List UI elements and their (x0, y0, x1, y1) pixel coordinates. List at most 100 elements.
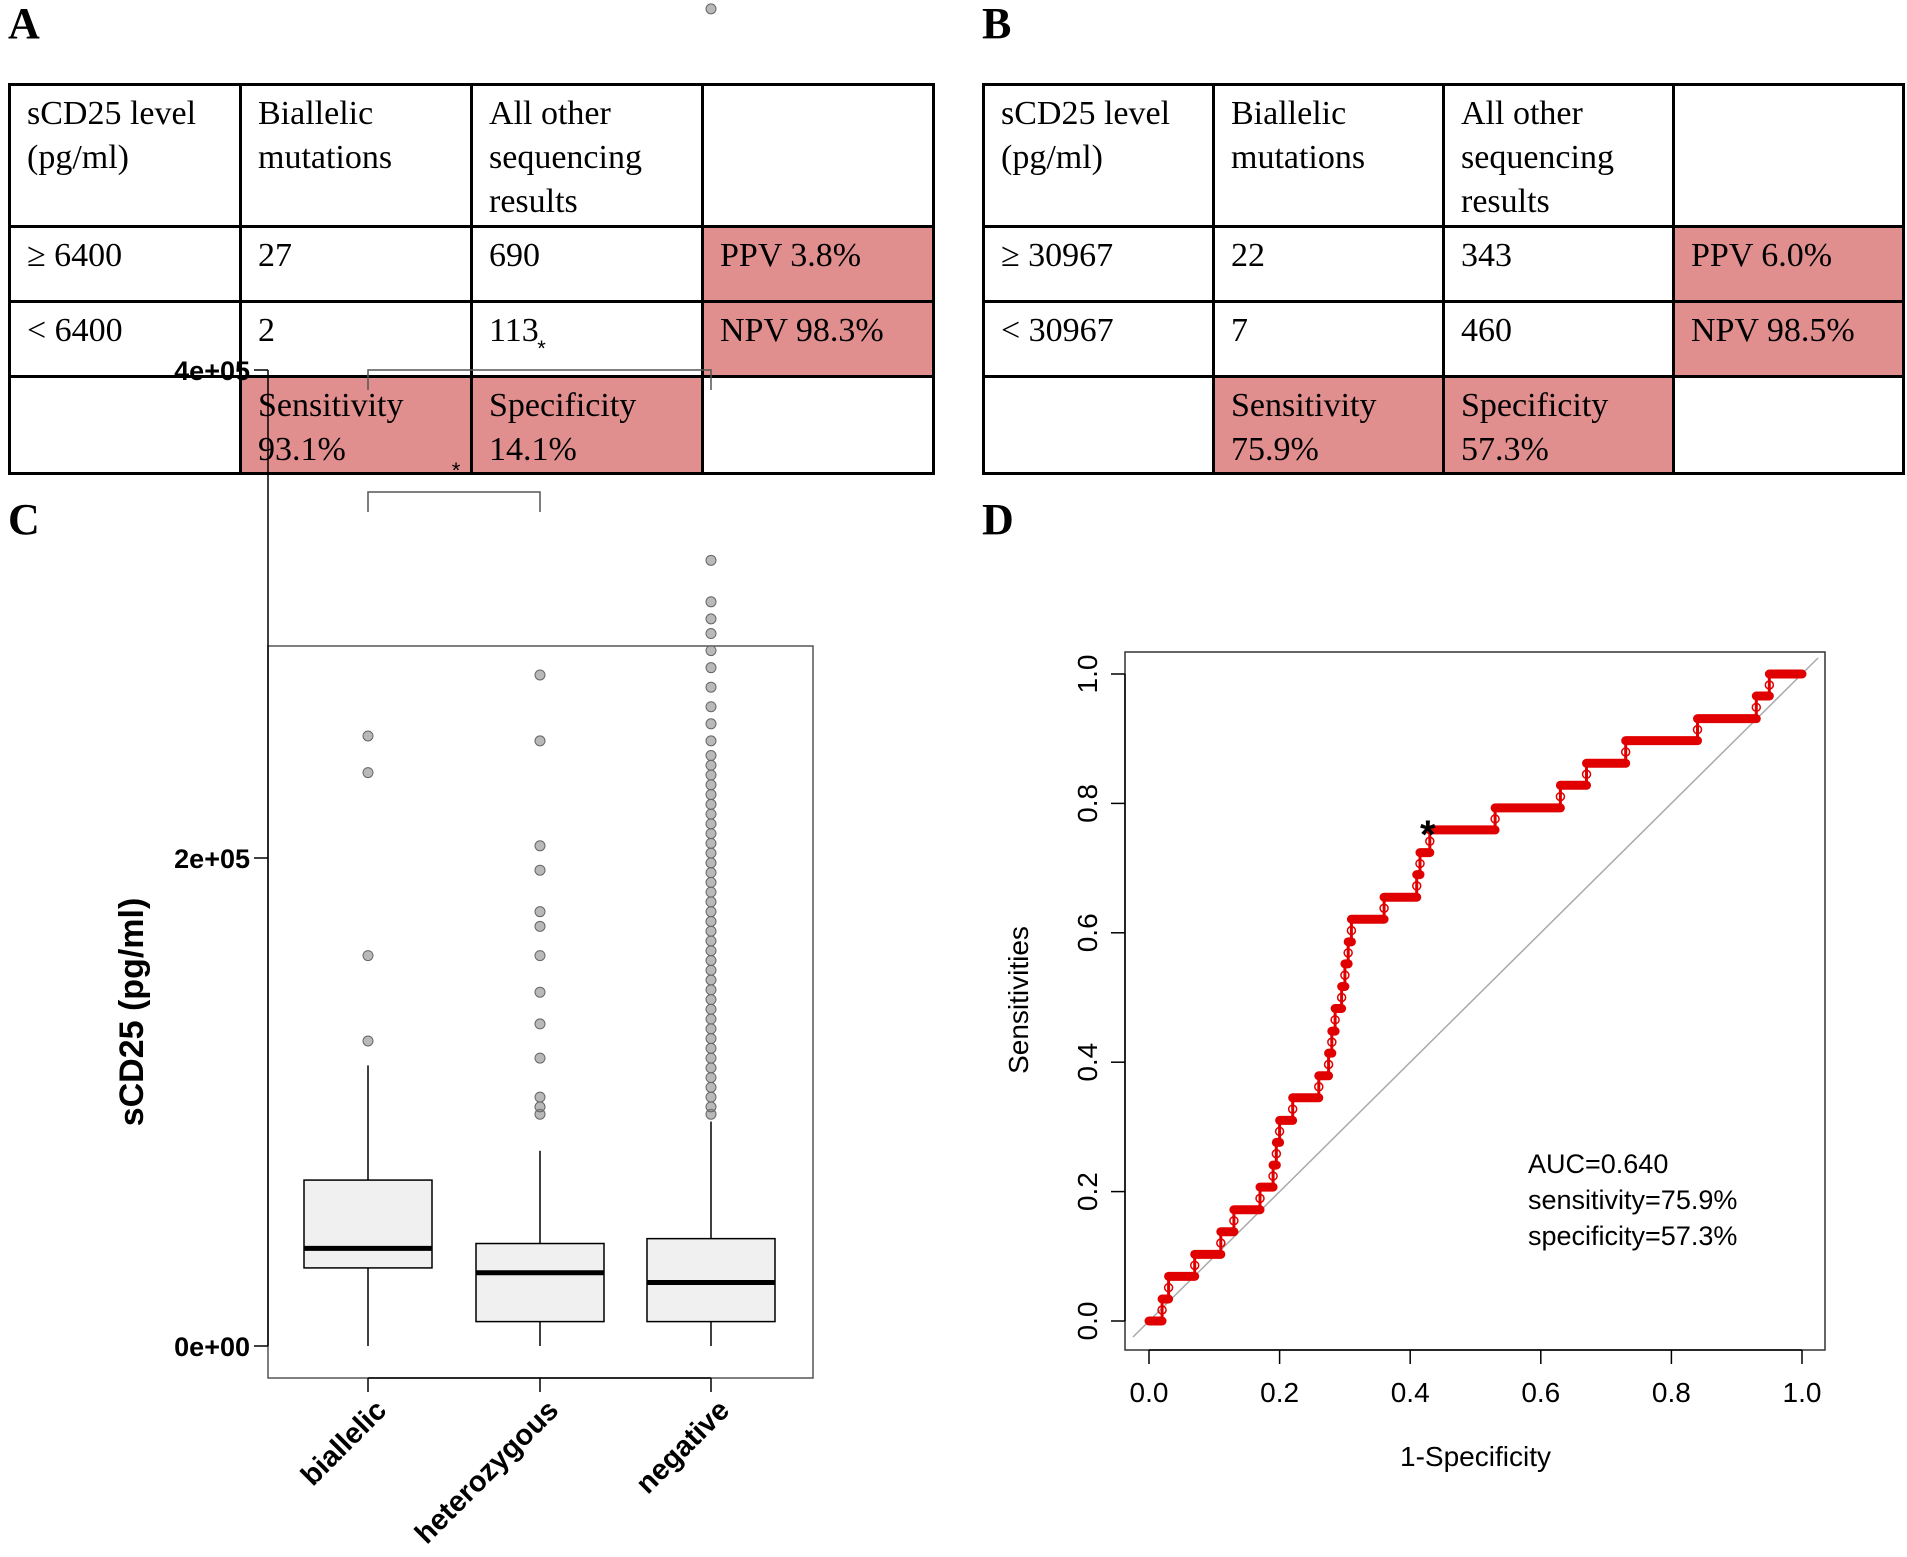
outlier-point (362, 730, 374, 742)
outlier-point (705, 1033, 717, 1045)
outlier-point (534, 950, 546, 962)
ppv-cell: PPV 6.0% (1672, 224, 1905, 303)
outlier-point (705, 718, 717, 730)
header-line: mutations (1231, 139, 1366, 177)
outlier-point (705, 818, 717, 830)
significance-label: * (537, 336, 546, 361)
y-tick-label: 2e+05 (174, 844, 250, 874)
biallelic-count-cell: 27 (239, 224, 473, 303)
outlier-point (705, 1003, 717, 1015)
outlier-point (534, 920, 546, 932)
outlier-point (705, 662, 717, 674)
roc-point (1764, 680, 1775, 690)
outlier-point (705, 554, 717, 566)
outlier-point (705, 906, 717, 918)
outlier-point (534, 669, 546, 681)
outlier-point (534, 1101, 546, 1113)
outlier-point (705, 596, 717, 608)
outlier-point (705, 701, 717, 713)
roc-point (1379, 903, 1389, 913)
outlier-point (705, 1023, 717, 1035)
header-line: sequencing (1461, 139, 1614, 177)
sensitivity-value: 75.9% (1231, 430, 1319, 468)
outlier-point (705, 798, 717, 810)
outlier-point (705, 954, 717, 966)
header-cell: All other sequencing results (1442, 83, 1675, 228)
specificity-value: 57.3% (1461, 430, 1549, 468)
header-line: mutations (258, 139, 393, 177)
header-cell-empty (701, 83, 935, 228)
outlier-point (705, 769, 717, 781)
roc-point (1581, 769, 1592, 780)
outlier-point (534, 1091, 546, 1103)
outlier-point (705, 994, 717, 1006)
outlier-point (705, 984, 717, 996)
table-header-row: sCD25 level (pg/ml) Biallelic mutations Al… (8, 83, 935, 228)
header-cell: sCD25 level (pg/ml) (982, 83, 1215, 228)
roc-point (1189, 1260, 1200, 1271)
roc-point (1327, 1037, 1337, 1047)
box-biallelic (303, 730, 433, 1346)
header-line: results (1461, 183, 1550, 221)
significance-bracket (367, 369, 712, 390)
specificity-label: Specificity (1461, 386, 1609, 424)
outlier-point (705, 759, 717, 771)
outlier-point (705, 886, 717, 898)
significance-bracket (367, 491, 541, 512)
outlier-point (705, 857, 717, 869)
threshold-cell: ≥ 6400 (8, 224, 242, 303)
x-tick-label: negative (630, 1394, 736, 1500)
header-line: Biallelic (258, 95, 374, 132)
roc-point (1255, 1193, 1265, 1204)
x-tick-label: 0.6 (1521, 1377, 1560, 1408)
boxplot-chart: 0e+00 2e+05 4e+05 sCD25 (pg/ml) biallelic het… (113, 3, 814, 1550)
x-tick-label: 1.0 (1783, 1377, 1822, 1408)
outlier-point (534, 1018, 546, 1030)
box-heterozygous (475, 669, 605, 1346)
roc-point (1287, 1104, 1298, 1114)
roc-point (1268, 1171, 1278, 1181)
footer-cell-empty (701, 374, 935, 475)
y-tick-label: 0.4 (1072, 1043, 1103, 1082)
header-cell: sCD25 level (pg/ml) (8, 83, 242, 228)
npv-cell: NPV 98.5% (1672, 299, 1905, 378)
outlier-point (705, 681, 717, 693)
roc-point (1620, 747, 1631, 757)
outlier-point (534, 864, 546, 876)
footer-cell-empty (1672, 374, 1905, 475)
footer-cell-empty (982, 374, 1215, 475)
outlier-point (534, 986, 546, 998)
outlier-point (705, 735, 717, 747)
panel-label-a: A (8, 0, 40, 48)
box-body (303, 1179, 433, 1269)
roc-point (1490, 814, 1500, 824)
outlier-point (705, 896, 717, 908)
other-count-cell: 343 (1442, 224, 1675, 303)
outlier-point (705, 837, 717, 849)
table-row: ≥ 30967 22 343 PPV 6.0% (982, 224, 1905, 303)
outlier-point (705, 925, 717, 937)
annotation-text: AUC=0.640 (1528, 1149, 1668, 1179)
sensitivity-label: Sensitivity (258, 386, 404, 424)
roc-point (1346, 925, 1357, 936)
x-tick-label: biallelic (295, 1394, 393, 1492)
header-cell: Biallelic mutations (239, 83, 473, 228)
outlier-point (705, 779, 717, 791)
sensitivity-cell: Sensitivity 75.9% (1212, 374, 1445, 475)
y-tick-label: 0.8 (1072, 784, 1103, 823)
outlier-point (705, 935, 717, 947)
header-line: Biallelic (1231, 95, 1347, 132)
roc-point (1157, 1305, 1167, 1315)
roc-point (1314, 1082, 1324, 1092)
outlier-point (705, 1081, 717, 1093)
roc-point (1555, 791, 1566, 802)
biallelic-count-cell: 7 (1212, 299, 1445, 378)
outlier-point (705, 964, 717, 976)
table-row: < 30967 7 460 NPV 98.5% (982, 299, 1905, 378)
annotation-text: specificity=57.3% (1528, 1221, 1737, 1251)
header-cell-empty (1672, 83, 1905, 228)
best-threshold-marker: * (1420, 813, 1436, 857)
header-line: sCD25 level (27, 95, 197, 132)
header-line: All other (489, 95, 611, 132)
box-body (475, 1242, 605, 1323)
